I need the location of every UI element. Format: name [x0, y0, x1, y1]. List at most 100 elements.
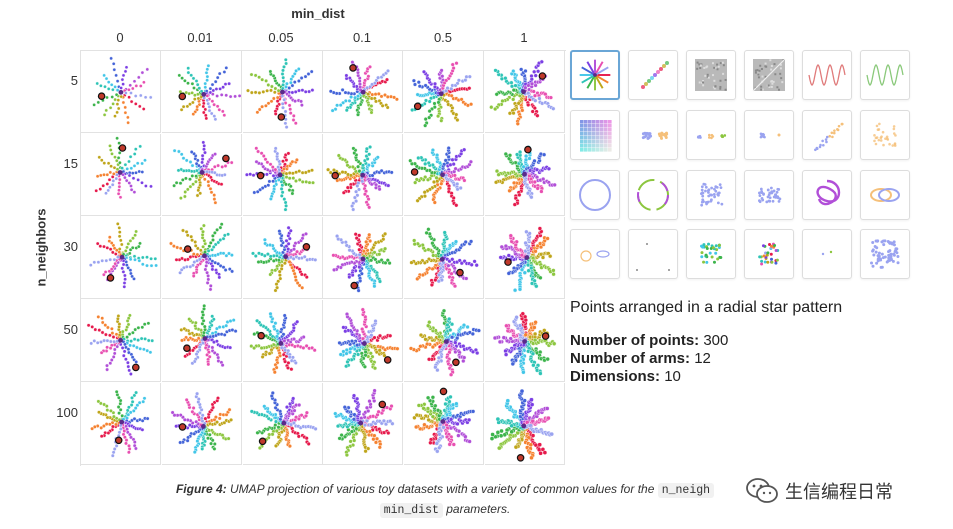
dataset-thumbnail[interactable]	[802, 229, 852, 279]
star-projection-plot	[170, 391, 233, 455]
star-projection-plot	[86, 313, 155, 376]
dataset-thumbnail[interactable]	[744, 229, 794, 279]
multicolor-cluster-icon	[758, 242, 780, 266]
projection-cell	[485, 134, 565, 216]
dataset-thumbnail[interactable]	[570, 229, 620, 279]
dots-pair-icon	[821, 250, 833, 256]
dataset-thumbnail[interactable]	[686, 110, 736, 160]
two-clusters-icon	[641, 131, 669, 140]
star-projection-plot	[177, 63, 242, 122]
star-projection-plot	[329, 60, 400, 117]
star-projection-plot	[489, 59, 556, 126]
column-axis-title: min_dist	[291, 6, 345, 21]
projection-cell	[242, 217, 323, 299]
row-label: 100	[56, 405, 78, 420]
star-projection-plot	[408, 146, 474, 208]
dataset-thumbnail[interactable]	[860, 50, 910, 100]
dataset-thumbnail[interactable]	[686, 50, 736, 100]
row-label: 15	[63, 156, 78, 171]
star-projection-plot	[249, 390, 318, 451]
column-label: 0.01	[187, 30, 213, 45]
dataset-thumbnail[interactable]	[802, 110, 852, 160]
star-projection-plot	[409, 227, 479, 289]
dataset-thumbnail[interactable]	[802, 170, 852, 220]
column-label: 0	[116, 30, 124, 45]
caption-code-n-neighbors: n_neigh	[657, 483, 715, 498]
row-axis-title: n_neighbors	[33, 208, 49, 287]
three-clusters-icon	[696, 133, 727, 140]
star-projection-plot	[489, 388, 554, 462]
diagonal-band-icon	[814, 122, 844, 152]
column-label: 1	[520, 30, 528, 45]
dataset-thumbnail[interactable]	[860, 229, 910, 279]
projection-cell	[161, 217, 242, 299]
projection-cell	[81, 300, 161, 382]
sparse-points-icon	[636, 243, 670, 271]
star-projection-plot	[331, 231, 393, 293]
row-label: 50	[63, 322, 78, 337]
column-label: 0.05	[268, 30, 294, 45]
stat-value: 10	[664, 368, 681, 385]
umap-projection-grid	[80, 50, 566, 466]
projection-cell	[323, 217, 404, 299]
projection-cell	[81, 134, 161, 216]
blob-cloud-flat-icon	[758, 186, 782, 204]
dataset-thumbnail[interactable]	[628, 229, 678, 279]
dataset-thumbnail[interactable]	[628, 50, 678, 100]
projection-cell	[404, 217, 485, 299]
linked-rings-icon	[870, 188, 900, 202]
trefoil-knot-icon	[816, 179, 841, 206]
dataset-thumbnail[interactable]	[570, 50, 620, 100]
blob-cloud-icon	[699, 182, 724, 207]
caption-text-1: UMAP projection of various toy datasets …	[226, 482, 658, 496]
dataset-thumbnail[interactable]	[802, 50, 852, 100]
projection-cell	[242, 134, 323, 216]
projection-cell	[485, 300, 565, 382]
stat-label: Dimensions:	[570, 368, 661, 385]
star-projection-plot	[492, 311, 557, 376]
sine-wave-green-icon	[866, 63, 904, 87]
dataset-thumbnail[interactable]	[570, 110, 620, 160]
orange-cloud-icon	[873, 122, 897, 147]
row-label: 30	[63, 239, 78, 254]
dataset-thumbnail[interactable]	[686, 170, 736, 220]
projection-cell	[485, 217, 565, 299]
dataset-thumbnail[interactable]	[628, 170, 678, 220]
projection-cell	[404, 51, 485, 133]
watermark: 生信编程日常	[745, 476, 893, 506]
projection-cell	[404, 134, 485, 216]
projection-cell	[81, 217, 161, 299]
projection-cell	[323, 51, 404, 133]
projection-cell	[242, 51, 323, 133]
star-projection-plot	[245, 57, 314, 130]
projection-cell	[485, 51, 565, 133]
row-label: 5	[70, 73, 78, 88]
star-projection-plot	[168, 222, 234, 292]
star-projection-plot	[88, 222, 158, 289]
star-projection-plot	[337, 307, 400, 371]
star-projection-plot	[244, 146, 315, 212]
projection-cell	[161, 300, 242, 382]
column-label: 0.5	[433, 30, 453, 45]
dataset-thumbnail[interactable]	[860, 110, 910, 160]
dataset-thumbnail[interactable]	[744, 170, 794, 220]
dataset-thumbnail[interactable]	[570, 170, 620, 220]
dataset-thumbnail[interactable]	[744, 110, 794, 160]
figure-caption: Figure 4: UMAP projection of various toy…	[100, 480, 790, 520]
dataset-stat: Number of arms: 12	[570, 350, 711, 367]
projection-cell	[161, 383, 242, 465]
dataset-thumbnail[interactable]	[686, 229, 736, 279]
star-projection-plot	[250, 225, 317, 293]
dataset-stat: Number of points: 300	[570, 332, 728, 349]
stat-value: 300	[703, 332, 729, 349]
gray-noise-diagonal-icon	[752, 58, 786, 92]
stat-value: 12	[694, 350, 711, 367]
dataset-thumbnail[interactable]	[744, 50, 794, 100]
small-rings-icon	[580, 250, 610, 262]
projection-cell	[404, 300, 485, 382]
dataset-thumbnail[interactable]	[628, 110, 678, 160]
column-label: 0.1	[352, 30, 372, 45]
projection-cell	[404, 383, 485, 465]
dataset-thumbnail[interactable]	[860, 170, 910, 220]
projection-cell	[323, 300, 404, 382]
